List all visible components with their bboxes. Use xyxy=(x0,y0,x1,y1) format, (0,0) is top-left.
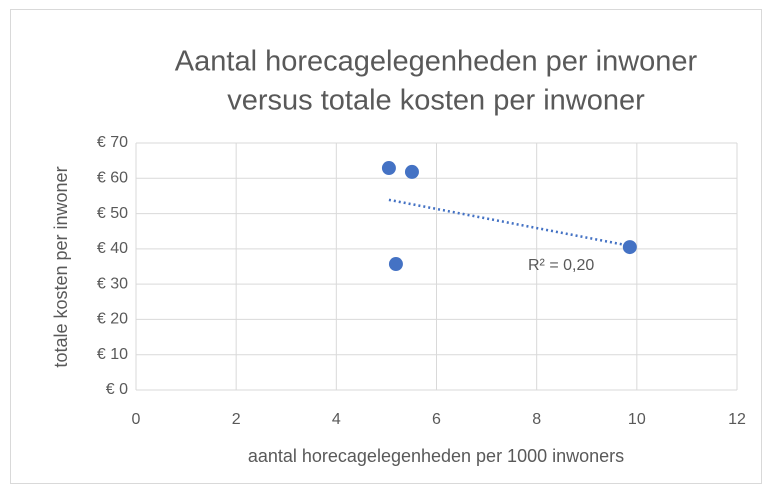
x-axis-label: aantal horecagelegenheden per 1000 inwon… xyxy=(248,446,624,466)
trendline xyxy=(388,198,631,248)
y-tick-label: € 50 xyxy=(97,205,128,222)
y-tick-label: € 40 xyxy=(97,240,128,257)
point xyxy=(381,161,396,176)
chart-title: versus totale kosten per inwoner xyxy=(227,85,645,117)
point xyxy=(404,164,419,179)
x-tick-label: 0 xyxy=(132,411,141,428)
x-tick-label: 4 xyxy=(332,411,341,428)
point xyxy=(388,257,403,272)
y-tick-label: € 30 xyxy=(97,275,128,292)
y-tick-label: € 70 xyxy=(97,134,128,151)
y-tick-label: € 20 xyxy=(97,311,128,328)
x-tick-label: 2 xyxy=(232,411,241,428)
trendline-annotation: R² = 0,20 xyxy=(528,257,594,274)
x-tick-label: 10 xyxy=(628,411,646,428)
point xyxy=(622,240,637,255)
y-axis-label: totale kosten per inwoner xyxy=(51,166,71,367)
y-tick-label: € 0 xyxy=(106,381,128,398)
x-tick-label: 8 xyxy=(532,411,541,428)
y-tick-label: € 10 xyxy=(97,346,128,363)
x-tick-label: 6 xyxy=(432,411,441,428)
chart-title: Aantal horecagelegenheden per inwoner xyxy=(175,46,698,78)
x-tick-label: 12 xyxy=(728,411,746,428)
y-tick-label: € 60 xyxy=(97,170,128,187)
